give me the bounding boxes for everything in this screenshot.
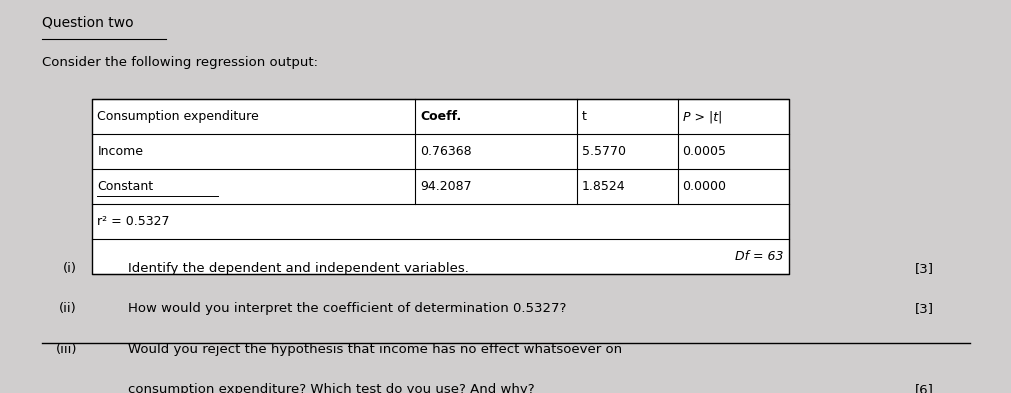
Text: (ii): (ii): [60, 302, 77, 315]
Text: P > |t|: P > |t|: [682, 110, 721, 123]
Text: r² = 0.5327: r² = 0.5327: [97, 215, 170, 228]
Text: Consumption expenditure: Consumption expenditure: [97, 110, 259, 123]
Text: 0.0005: 0.0005: [682, 145, 726, 158]
Text: How would you interpret the coefficient of determination 0.5327?: How would you interpret the coefficient …: [127, 302, 565, 315]
FancyBboxPatch shape: [92, 99, 788, 274]
Text: [6]: [6]: [914, 383, 933, 393]
Text: 1.8524: 1.8524: [581, 180, 625, 193]
Text: t: t: [581, 110, 586, 123]
Text: Df = 63: Df = 63: [734, 250, 783, 263]
Text: [3]: [3]: [914, 302, 933, 315]
Text: Consider the following regression output:: Consider the following regression output…: [41, 56, 317, 69]
Text: consumption expenditure? Which test do you use? And why?: consumption expenditure? Which test do y…: [127, 383, 534, 393]
Text: 0.76368: 0.76368: [420, 145, 471, 158]
Text: [3]: [3]: [914, 262, 933, 275]
Text: 5.5770: 5.5770: [581, 145, 625, 158]
Text: Income: Income: [97, 145, 144, 158]
Text: 0.0000: 0.0000: [682, 180, 726, 193]
Text: Identify the dependent and independent variables.: Identify the dependent and independent v…: [127, 262, 468, 275]
Text: 94.2087: 94.2087: [420, 180, 471, 193]
Text: (i): (i): [63, 262, 77, 275]
Text: Constant: Constant: [97, 180, 154, 193]
Text: Question two: Question two: [41, 15, 133, 29]
Text: Would you reject the hypothesis that income has no effect whatsoever on: Would you reject the hypothesis that inc…: [127, 343, 621, 356]
Text: Coeff.: Coeff.: [420, 110, 461, 123]
Text: (iii): (iii): [56, 343, 77, 356]
